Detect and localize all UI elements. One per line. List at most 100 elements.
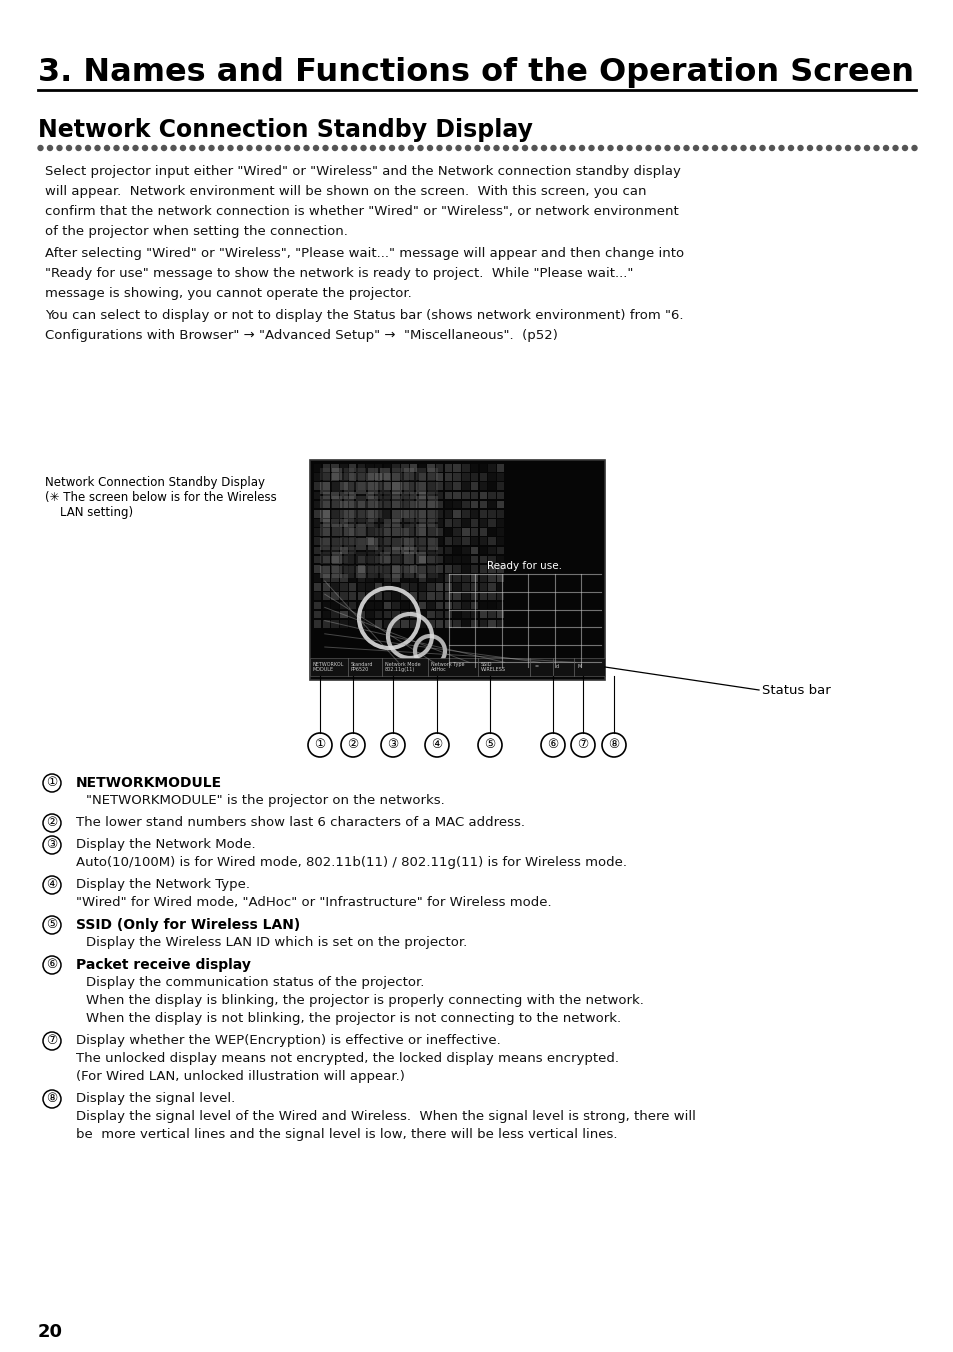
Bar xyxy=(418,519,426,527)
Text: LAN setting): LAN setting) xyxy=(45,506,133,519)
Bar xyxy=(444,583,452,591)
Circle shape xyxy=(43,876,61,894)
Bar xyxy=(383,492,391,499)
Bar xyxy=(401,592,408,600)
Bar xyxy=(453,583,460,591)
Bar xyxy=(471,529,477,535)
Bar xyxy=(428,483,437,493)
Text: Auto(10/100M) is for Wired mode, 802.11b(11) / 802.11g(11) is for Wireless mode.: Auto(10/100M) is for Wired mode, 802.11b… xyxy=(76,856,626,869)
Bar xyxy=(392,602,399,610)
Bar xyxy=(357,473,365,481)
Bar xyxy=(497,556,504,564)
Bar xyxy=(368,538,377,550)
Circle shape xyxy=(607,146,613,150)
Bar xyxy=(379,468,390,480)
Circle shape xyxy=(494,146,498,150)
Bar xyxy=(383,546,391,554)
Bar xyxy=(375,619,382,627)
Bar xyxy=(322,500,330,508)
Circle shape xyxy=(911,146,916,150)
Bar xyxy=(444,537,452,545)
Bar xyxy=(401,492,408,499)
Bar xyxy=(497,619,504,627)
Bar xyxy=(488,492,496,499)
Circle shape xyxy=(48,146,52,150)
Bar xyxy=(344,566,354,579)
Bar xyxy=(488,583,496,591)
Bar xyxy=(344,525,354,535)
Bar xyxy=(322,619,330,627)
Bar xyxy=(428,468,437,480)
Circle shape xyxy=(702,146,707,150)
Bar xyxy=(366,583,374,591)
Bar xyxy=(322,592,330,600)
Bar xyxy=(375,510,382,518)
Bar xyxy=(436,464,443,472)
Bar xyxy=(436,492,443,499)
Bar xyxy=(401,519,408,527)
Bar xyxy=(349,565,355,573)
Bar xyxy=(355,510,366,522)
Bar xyxy=(471,602,477,610)
Bar xyxy=(366,492,374,499)
Circle shape xyxy=(664,146,669,150)
Circle shape xyxy=(304,146,309,150)
Text: M: M xyxy=(578,664,581,669)
Bar xyxy=(368,552,377,564)
Bar xyxy=(471,483,477,491)
Bar xyxy=(436,483,443,491)
Text: d: d xyxy=(556,664,558,669)
Text: The lower stand numbers show last 6 characters of a MAC address.: The lower stand numbers show last 6 char… xyxy=(76,817,524,829)
Text: message is showing, you cannot operate the projector.: message is showing, you cannot operate t… xyxy=(45,287,412,300)
Bar xyxy=(471,519,477,527)
Bar xyxy=(322,565,330,573)
Bar xyxy=(314,611,321,618)
Bar xyxy=(383,592,391,600)
Bar xyxy=(366,546,374,554)
Bar xyxy=(401,619,408,627)
Bar xyxy=(314,546,321,554)
Bar xyxy=(416,468,426,480)
Bar xyxy=(392,464,399,472)
Bar xyxy=(461,619,469,627)
Bar xyxy=(344,468,354,480)
Bar xyxy=(444,519,452,527)
Bar xyxy=(497,529,504,535)
Bar xyxy=(392,468,401,480)
Bar xyxy=(461,583,469,591)
Bar xyxy=(366,519,374,527)
Text: SSID
WIRELESS: SSID WIRELESS xyxy=(480,661,505,672)
Bar xyxy=(418,583,426,591)
Circle shape xyxy=(513,146,517,150)
Circle shape xyxy=(43,917,61,934)
Bar xyxy=(340,492,347,499)
Bar xyxy=(471,583,477,591)
Bar xyxy=(375,492,382,499)
Bar xyxy=(471,464,477,472)
Circle shape xyxy=(645,146,650,150)
Bar xyxy=(379,496,390,508)
Bar xyxy=(392,546,399,554)
Bar xyxy=(392,483,399,491)
Bar xyxy=(379,566,390,579)
Bar xyxy=(314,592,321,600)
Bar xyxy=(392,537,399,545)
Bar xyxy=(349,619,355,627)
Bar xyxy=(314,492,321,499)
Circle shape xyxy=(588,146,594,150)
Circle shape xyxy=(788,146,793,150)
Bar xyxy=(488,510,496,518)
Bar xyxy=(410,473,416,481)
Bar xyxy=(410,464,416,472)
Bar xyxy=(427,583,435,591)
Bar xyxy=(383,602,391,610)
Circle shape xyxy=(598,146,603,150)
Bar xyxy=(331,519,338,527)
Bar xyxy=(444,602,452,610)
Bar xyxy=(436,592,443,600)
Bar xyxy=(357,519,365,527)
Circle shape xyxy=(626,146,631,150)
Bar xyxy=(410,602,416,610)
Bar xyxy=(332,525,341,535)
Bar xyxy=(401,575,408,581)
